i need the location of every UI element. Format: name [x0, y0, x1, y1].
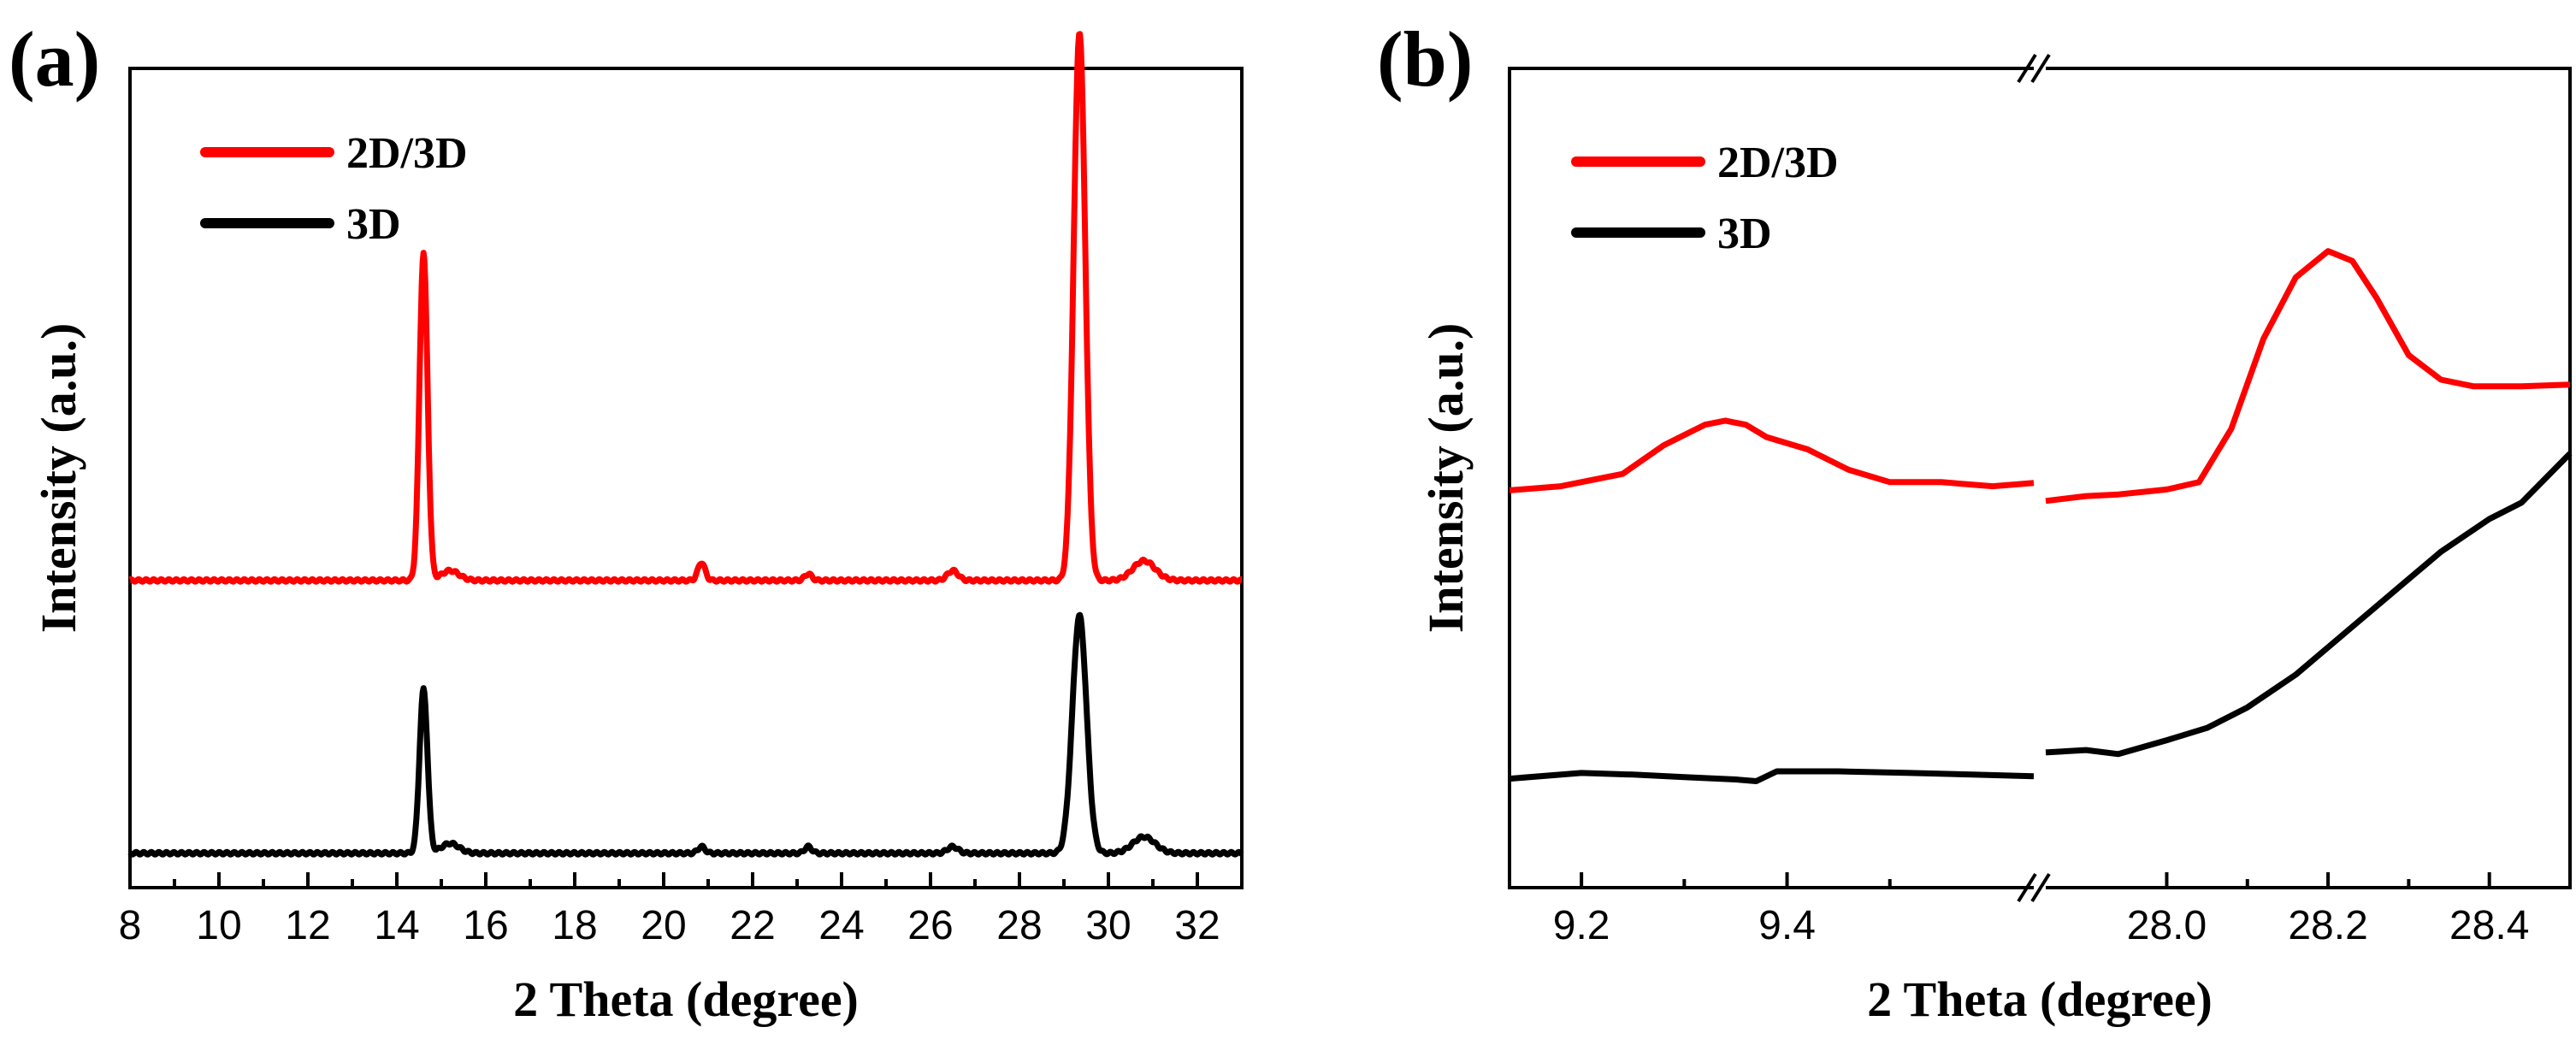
- panel-a-series-line-3d: [127, 611, 1244, 858]
- panel-a-x-tick-label: 28: [996, 903, 1042, 948]
- panel-b-legend-label-2d3d: 2D/3D: [1717, 139, 1839, 187]
- panel-b-series-line-2d3d-segment-1: [1509, 417, 2035, 493]
- axis-break-top-icon: [2017, 53, 2051, 84]
- panel-a-x-tick-label: 10: [196, 903, 241, 948]
- panel-b-x-tick-label: 28.2: [2288, 903, 2367, 948]
- panel-a-x-tick-label: 20: [641, 903, 686, 948]
- panel-a-series: [127, 31, 1244, 858]
- panel-a-x-tick-label: 18: [552, 903, 597, 948]
- panel-b: (b) 9.2 9.4 28.0 28.2 28.4 2 Theta (degree) …: [1377, 15, 2573, 1027]
- panel-b-x-tick-label: 28.0: [2127, 903, 2207, 948]
- panel-a-x-tick-label: 12: [285, 903, 330, 948]
- panel-b-series-line-3d-segment-1: [1509, 768, 2035, 784]
- panel-a-x-tick-label: 22: [730, 903, 775, 948]
- panel-a-x-tick-label: 8: [119, 903, 142, 948]
- panel-a-x-tick-label: 16: [463, 903, 508, 948]
- panel-b-y-axis-label: Intensity (a.u.): [1418, 323, 1474, 634]
- panel-a-label: (a): [9, 15, 100, 103]
- panel-b-series: [1509, 248, 2573, 784]
- panel-a-x-tick-label: 30: [1085, 903, 1131, 948]
- panel-b-series-line-3d-segment-2: [2045, 451, 2573, 758]
- axis-break-bottom-icon: [2017, 872, 2051, 903]
- panel-b-x-tick-label: 28.4: [2449, 903, 2529, 948]
- panel-b-x-tick-label: 9.4: [1758, 903, 1816, 948]
- panel-a-legend: 2D/3D 3D: [200, 129, 468, 249]
- panel-a-y-axis-label: Intensity (a.u.): [31, 323, 86, 634]
- panel-a-series-line-2d3d: [127, 31, 1244, 585]
- panel-b-frame: [1508, 67, 2572, 889]
- panel-b-x-tick-label: 9.2: [1553, 903, 1610, 948]
- panel-a-legend-label-3d: 3D: [346, 200, 401, 249]
- panel-a-x-axis-label: 2 Theta (degree): [513, 971, 859, 1027]
- panel-b-x-axis: 9.2 9.4 28.0 28.2 28.4: [1553, 872, 2529, 948]
- panel-a-x-tick-label: 32: [1174, 903, 1220, 948]
- panel-a-x-tick-label: 14: [374, 903, 419, 948]
- panel-a-legend-label-2d3d: 2D/3D: [346, 129, 468, 178]
- panel-b-series-line-2d3d-segment-2: [2045, 248, 2571, 505]
- panel-a-x-tick-label: 26: [907, 903, 953, 948]
- panel-b-legend: 2D/3D 3D: [1571, 139, 1839, 258]
- panel-a-frame: [128, 67, 1244, 889]
- panel-a-x-axis: 8 10 12 14 16 18 20 22 24 26 28 30 32: [119, 872, 1244, 948]
- panel-a-x-tick-label: 24: [818, 903, 864, 948]
- panel-b-x-axis-label: 2 Theta (degree): [1867, 971, 2213, 1027]
- panel-b-label: (b): [1377, 15, 1473, 103]
- panel-b-legend-label-3d: 3D: [1717, 210, 1772, 258]
- panel-a: (a) 8 10 12 14 16 18 20 22 24 26 28 30 32 2 Theta (d…: [9, 15, 1244, 1027]
